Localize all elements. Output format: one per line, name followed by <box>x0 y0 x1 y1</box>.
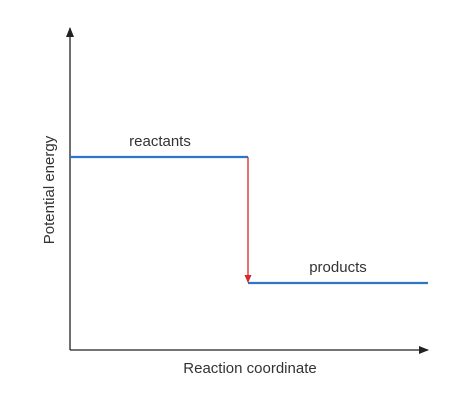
y-axis-label: Potential energy <box>41 135 58 244</box>
reactants-label: reactants <box>129 133 191 150</box>
x-axis-label: Reaction coordinate <box>183 360 316 377</box>
products-label: products <box>309 259 367 276</box>
